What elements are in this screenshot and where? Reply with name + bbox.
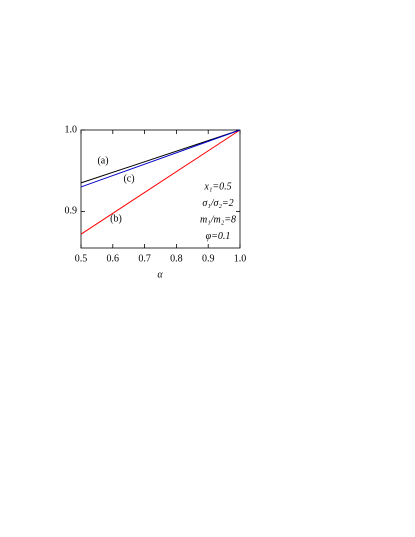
annotation: m₁/m₂=8 [200,214,236,225]
annotation: φ=0.1 [206,231,231,242]
x-tick-label: 0.8 [170,253,183,264]
x-tick-label: 1.0 [234,253,247,264]
data-line [80,129,241,235]
line-label: (a) [97,155,108,166]
plot-frame [80,129,241,249]
data-line [80,129,241,188]
annotation: x₁=0.5 [203,181,231,192]
y-tick-label: 1.0 [65,124,78,135]
line-label: (b) [110,213,122,224]
y-tick-label: 0.9 [65,206,78,217]
x-tick-label: 0.5 [75,253,88,264]
x-tick-label: 0.7 [138,253,151,264]
x-tick-label: 0.6 [107,253,120,264]
x-tick-label: 0.9 [202,253,215,264]
data-line [80,129,241,184]
line-label: (c) [123,173,134,184]
x-axis-label: α [157,269,163,280]
annotation: σ₁/σ₂=2 [202,198,233,209]
